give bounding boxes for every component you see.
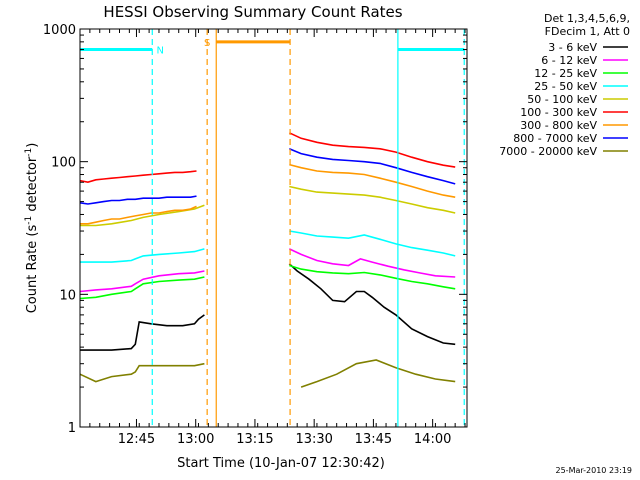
series-line: [289, 264, 456, 290]
x-tick-label: 12:45: [118, 432, 155, 447]
x-tick-label: 13:30: [295, 432, 332, 447]
series-line: [79, 170, 197, 184]
x-tick-label: 13:15: [236, 432, 273, 447]
legend-entry-label: 3 - 6 keV: [548, 41, 597, 54]
y-axis-label: Count Rate (s-1 detector-1): [24, 143, 40, 314]
legend-header-decimation: FDecim 1, Att 0: [545, 25, 630, 38]
series-line: [289, 230, 456, 257]
interval-layer: NS: [80, 29, 465, 427]
x-tick-label: 13:00: [177, 432, 214, 447]
legend-header-detectors: Det 1,3,4,5,6,9,: [544, 12, 630, 25]
y-tick-label: 1: [68, 421, 76, 436]
series-line: [80, 205, 197, 225]
plot-frame: [79, 28, 468, 428]
series-line: [288, 132, 456, 168]
legend-entry-label: 300 - 800 keV: [520, 119, 597, 132]
x-tick-label: 14:00: [414, 432, 451, 447]
y-tick-label: 100: [51, 156, 76, 171]
legend-entry-label: 25 - 50 keV: [534, 80, 597, 93]
interval-label: N: [157, 46, 164, 57]
legend: Det 1,3,4,5,6,9, FDecim 1, Att 0 3 - 6 k…: [499, 12, 630, 158]
legend-entry-label: 7000 - 20000 keV: [499, 145, 597, 158]
legend-entry-label: 50 - 100 keV: [527, 93, 597, 106]
series-line: [79, 276, 205, 300]
axes: 1 10 100 1000 12:45 13:00 13:15 13:30 13:45 14:00: [43, 23, 467, 447]
x-axis-label: Start Time (10-Jan-07 12:30:42): [177, 456, 385, 471]
series-line: [288, 263, 456, 346]
interval-label: S: [204, 38, 210, 49]
series-line: [288, 248, 456, 278]
series-line: [79, 195, 197, 205]
series-line: [289, 163, 456, 198]
legend-entry-label: 800 - 7000 keV: [513, 132, 597, 145]
legend-entry-label: 6 - 12 keV: [541, 54, 597, 67]
plot-area: [79, 132, 456, 388]
x-tick-label: 13:45: [355, 432, 392, 447]
series-line: [79, 270, 205, 293]
legend-entry-label: 100 - 300 keV: [520, 106, 597, 119]
series-line: [79, 362, 205, 383]
legend-entry-label: 12 - 25 keV: [534, 67, 597, 80]
y-tick-label: 1000: [43, 23, 76, 38]
series-line: [80, 314, 205, 351]
footer-timestamp: 25-Mar-2010 23:19: [556, 466, 633, 475]
series-line: [80, 248, 205, 263]
series-line: [289, 185, 456, 214]
y-tick-label: 10: [59, 288, 76, 303]
series-line: [300, 359, 456, 388]
series-line: [288, 148, 456, 185]
chart-title: HESSI Observing Summary Count Rates: [103, 3, 402, 21]
